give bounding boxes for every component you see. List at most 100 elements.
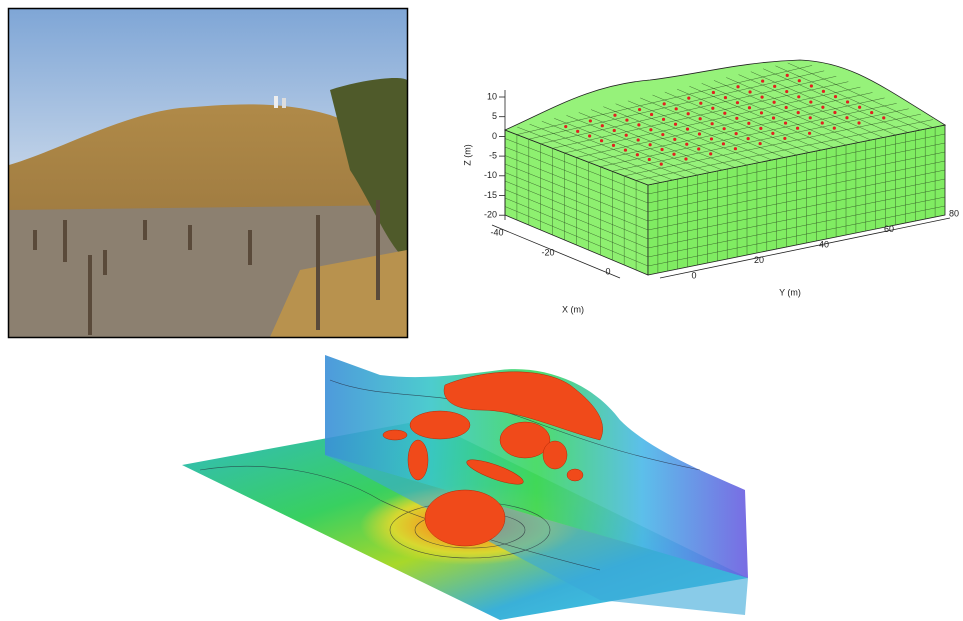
mesh-line <box>763 68 908 133</box>
station-dot <box>659 162 663 166</box>
mesh-line <box>504 163 649 222</box>
station-dot <box>613 113 617 117</box>
mesh-line <box>647 142 946 204</box>
mesh-line <box>554 118 698 176</box>
mesh-line <box>701 83 847 146</box>
station-dot <box>821 105 825 109</box>
station-dot <box>771 131 775 135</box>
station-dot <box>857 121 861 125</box>
station-dot <box>785 89 789 94</box>
station-dot <box>722 127 726 131</box>
station-dot <box>662 102 666 106</box>
station-dot <box>759 126 763 130</box>
station-dot <box>711 106 715 110</box>
z-tick-label: 0 <box>492 131 497 141</box>
station-dot <box>661 117 666 121</box>
inversion-render <box>182 355 748 620</box>
station-dot <box>758 141 762 146</box>
mesh-line <box>504 138 649 195</box>
station-dot <box>600 124 604 128</box>
z-tick-label: -10 <box>484 170 497 180</box>
station-dot <box>784 105 788 110</box>
mesh-line <box>603 106 748 166</box>
axis-label: X (m) <box>562 304 584 314</box>
mesh-line <box>578 112 723 171</box>
mesh-line <box>677 88 822 151</box>
station-dot <box>735 101 740 105</box>
z-tick-label: -20 <box>484 210 497 220</box>
station-dot <box>686 112 690 116</box>
station-dot <box>635 153 639 157</box>
station-dot <box>783 121 788 125</box>
station-dot <box>637 123 641 127</box>
station-dot <box>746 137 750 141</box>
station-dot <box>599 139 604 143</box>
station-dot <box>807 131 812 135</box>
station-dot <box>697 132 702 136</box>
station-dot <box>709 137 714 141</box>
station-dot <box>845 100 850 104</box>
mesh-line <box>627 100 772 161</box>
station-dot <box>797 79 801 83</box>
mesh-line <box>504 146 649 204</box>
z-tick-label: -15 <box>484 190 497 200</box>
station-dot <box>747 106 752 110</box>
station-dot <box>624 133 628 137</box>
y-tick-label: 0 <box>691 270 696 280</box>
mesh-line <box>738 74 884 138</box>
station-dot <box>733 147 738 151</box>
z-tick-label: -5 <box>489 150 497 160</box>
station-dot <box>612 128 616 133</box>
station-dot <box>684 157 688 161</box>
z-tick-label: 5 <box>492 111 497 121</box>
mesh-line <box>647 151 946 213</box>
mesh-line <box>504 206 649 267</box>
station-dot <box>636 138 640 142</box>
station-dot <box>625 118 629 122</box>
mesh-line <box>590 109 735 168</box>
mesh-line <box>689 86 834 148</box>
station-dot <box>761 79 765 83</box>
mesh-line <box>517 126 661 183</box>
mesh-line <box>647 205 946 267</box>
station-dot <box>760 95 764 99</box>
station-dot <box>723 95 728 100</box>
station-dot <box>808 116 812 120</box>
station-dot <box>783 136 787 141</box>
mesh-line <box>787 62 933 128</box>
station-dot <box>697 147 701 151</box>
station-dot <box>588 119 592 123</box>
x-tick-label: -40 <box>490 227 503 237</box>
mesh-line <box>647 160 946 222</box>
station-dot <box>858 105 862 109</box>
mesh-line <box>504 172 649 231</box>
station-dot <box>661 132 665 137</box>
station-dot <box>564 125 568 129</box>
station-dot <box>709 152 713 156</box>
x-tick-label: 0 <box>605 266 610 276</box>
station-dot <box>588 134 592 138</box>
mesh-line <box>504 197 649 258</box>
photo <box>7 7 409 339</box>
station-dot <box>882 116 886 120</box>
y-tick-label: 20 <box>754 255 764 265</box>
station-dot <box>674 107 678 111</box>
station-dot <box>785 73 789 77</box>
mesh-line <box>615 103 760 163</box>
mesh-line <box>647 196 946 258</box>
station-dot <box>649 128 653 132</box>
station-dot <box>832 126 836 130</box>
station-dot <box>723 111 727 115</box>
station-dot <box>710 122 714 126</box>
axis-label: Y (m) <box>779 287 801 297</box>
mesh-line <box>750 71 896 136</box>
mesh-line <box>647 187 946 249</box>
mesh-line <box>541 121 686 178</box>
mesh-line <box>504 189 649 249</box>
station-dot <box>623 148 628 152</box>
station-dot <box>734 132 738 136</box>
station-dot <box>821 89 826 93</box>
station-dot <box>771 116 776 120</box>
